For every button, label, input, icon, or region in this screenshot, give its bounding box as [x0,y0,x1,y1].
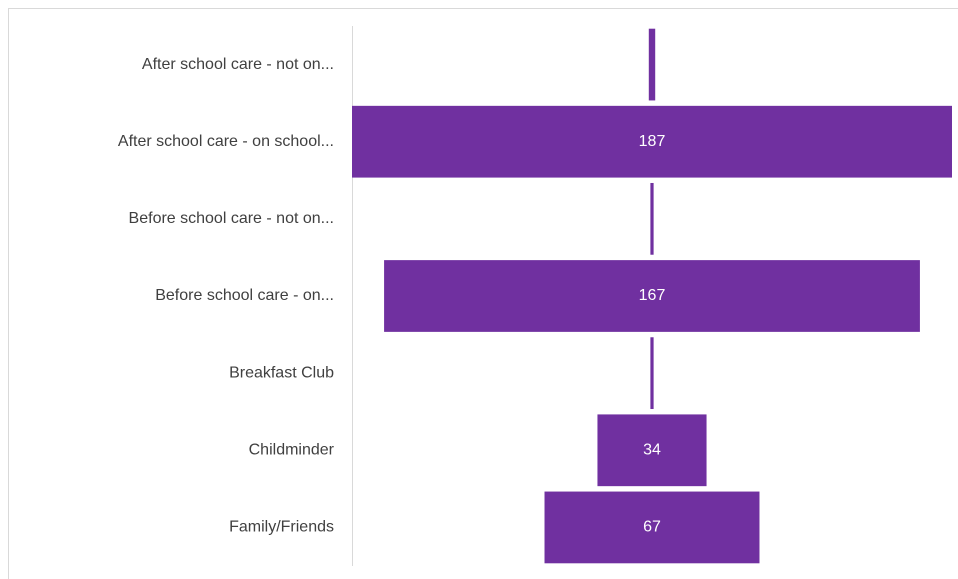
data-label: 67 [643,519,661,536]
funnel-bar [650,182,654,255]
funnel-bar [384,260,920,332]
funnel-bar [597,414,707,487]
category-label: Before school care - on... [155,287,334,304]
category-label: Before school care - not on... [129,210,334,227]
data-label: 34 [643,442,661,459]
funnel-bar [544,491,760,564]
category-label: Breakfast Club [229,364,334,381]
funnel-bar [648,28,656,101]
category-label: After school care - not on... [142,56,334,73]
funnel-bar [352,105,952,178]
funnel-bar [650,337,654,410]
category-label: Family/Friends [229,519,334,536]
data-label: 167 [639,287,666,304]
category-label: Childminder [249,442,335,459]
data-label: 187 [639,133,666,150]
category-label: After school care - on school... [118,133,334,150]
